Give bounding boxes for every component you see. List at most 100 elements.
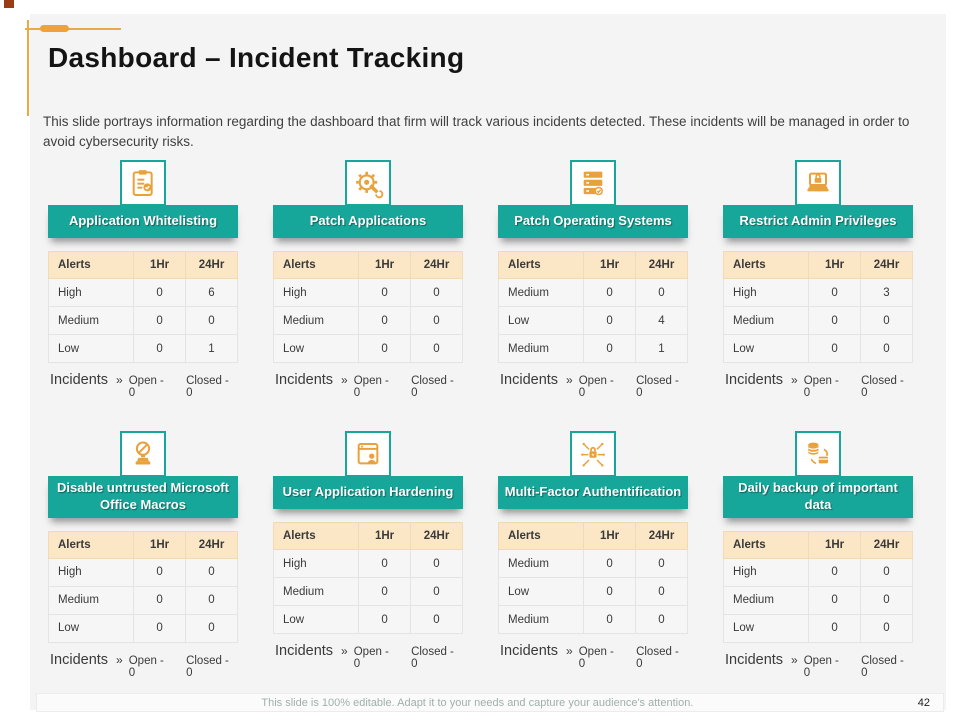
panel-icon-box xyxy=(795,431,841,477)
incident-panel-5: Disable untrusted Microsoft Office Macro… xyxy=(47,431,238,679)
clipboard-checklist-icon xyxy=(132,170,153,196)
incidents-open-count: Open - 0 xyxy=(803,654,839,679)
table-cell: Medium xyxy=(722,306,810,335)
column-header: 1Hr xyxy=(583,522,637,550)
incidents-open-count: Open - 0 xyxy=(578,375,614,399)
column-header: Alerts xyxy=(722,530,810,559)
panel-icon-box xyxy=(570,160,616,206)
slide-description: This slide portrays information regardin… xyxy=(43,114,910,150)
alerts-header-row: Alerts 1Hr 24Hr xyxy=(497,522,688,550)
incident-panel-6: User Application Hardening Alerts 1Hr 24Hr… xyxy=(272,431,463,670)
alerts-header-row: Alerts 1Hr 24Hr xyxy=(47,530,238,559)
table-row: Medium 0 0 xyxy=(497,278,688,307)
table-row: Low 0 4 xyxy=(497,306,688,335)
column-header: Alerts xyxy=(722,251,810,279)
table-cell: Low xyxy=(272,334,360,363)
panel-title-banner: Patch Applications xyxy=(273,205,463,238)
incidents-closed-count: Closed - 0 xyxy=(186,375,229,399)
incidents-label: Incidents xyxy=(50,651,109,668)
incidents-open-count: Open - 0 xyxy=(803,375,839,399)
table-cell: 0 xyxy=(808,334,862,363)
decor-vertical-line xyxy=(27,20,29,116)
table-cell: 0 xyxy=(635,278,688,307)
table-cell: 0 xyxy=(185,557,238,587)
table-cell: 0 xyxy=(133,613,187,643)
alerts-table: Alerts 1Hr 24Hr High 0 3 Medium 0 0 Low 0 0 xyxy=(722,251,913,363)
table-cell: Low xyxy=(272,605,360,634)
incidents-closed-count: Closed - 0 xyxy=(411,646,454,670)
table-row: Medium 0 0 xyxy=(497,605,688,634)
incidents-label: Incidents xyxy=(725,372,784,388)
incidents-label: Incidents xyxy=(275,643,334,659)
table-cell: 6 xyxy=(185,278,238,307)
panel-title-banner: User Application Hardening xyxy=(273,476,463,509)
incidents-summary: Incidents » Open - 0 Closed - 0 xyxy=(723,652,913,679)
incidents-closed-count: Closed - 0 xyxy=(861,375,904,399)
table-cell: Medium xyxy=(497,334,585,363)
panel-title-banner: Application Whitelisting xyxy=(48,205,238,238)
page-title: Dashboard – Incident Tracking xyxy=(48,42,465,73)
incidents-open-count: Open - 0 xyxy=(128,375,164,399)
table-cell: Medium xyxy=(47,306,135,335)
table-cell: 0 xyxy=(185,613,238,643)
table-cell: 0 xyxy=(133,334,187,363)
database-backup-icon xyxy=(808,442,829,465)
table-row: Low 0 0 xyxy=(272,605,463,634)
table-row: High 0 6 xyxy=(47,278,238,307)
table-cell: 0 xyxy=(133,278,187,307)
table-row: Medium 0 0 xyxy=(272,577,463,606)
column-header: 24Hr xyxy=(185,530,238,559)
column-header: 1Hr xyxy=(358,522,412,550)
incidents-open-count: Open - 0 xyxy=(353,375,389,399)
table-cell: 0 xyxy=(635,577,688,606)
column-header: Alerts xyxy=(272,251,360,279)
table-cell: Medium xyxy=(497,605,585,634)
table-cell: Medium xyxy=(47,585,135,615)
table-cell: Low xyxy=(722,334,810,363)
panels-grid: Application Whitelisting Alerts 1Hr 24Hr H… xyxy=(47,160,913,679)
incidents-closed-count: Closed - 0 xyxy=(186,654,229,679)
table-row: Medium 0 1 xyxy=(497,334,688,363)
incident-panel-7: ✦ Multi-Factor Authentification Alerts 1H… xyxy=(497,431,688,670)
table-cell: 0 xyxy=(860,557,913,587)
table-row: Medium 0 0 xyxy=(722,306,913,335)
panel-title-banner: Restrict Admin Privileges xyxy=(723,205,913,238)
column-header: 1Hr xyxy=(583,251,637,279)
incident-panel-8: Daily backup of important data Alerts 1Hr… xyxy=(722,431,913,679)
table-cell: High xyxy=(47,557,135,587)
table-cell: 0 xyxy=(185,585,238,615)
table-cell: High xyxy=(47,278,135,307)
double-chevron-icon: » xyxy=(566,644,573,658)
column-header: Alerts xyxy=(272,522,360,550)
column-header: 24Hr xyxy=(635,251,688,279)
alerts-header-row: Alerts 1Hr 24Hr xyxy=(497,251,688,279)
table-cell: Medium xyxy=(272,577,360,606)
column-header: Alerts xyxy=(497,251,585,279)
table-cell: 1 xyxy=(185,334,238,363)
alerts-header-row: Alerts 1Hr 24Hr xyxy=(272,522,463,550)
corner-accent-block xyxy=(4,0,14,8)
double-chevron-icon: » xyxy=(341,373,348,387)
column-header: 1Hr xyxy=(808,530,862,559)
table-cell: 0 xyxy=(808,557,862,587)
column-header: 24Hr xyxy=(410,522,463,550)
app-window-user-icon xyxy=(357,443,379,465)
table-cell: Medium xyxy=(272,306,360,335)
table-row: Low 0 1 xyxy=(47,334,238,363)
table-cell: 0 xyxy=(583,577,637,606)
panel-icon-box xyxy=(795,160,841,206)
prohibition-stamp-icon xyxy=(135,441,151,465)
table-cell: 0 xyxy=(410,278,463,307)
alerts-header-row: Alerts 1Hr 24Hr xyxy=(722,530,913,559)
column-header: 1Hr xyxy=(358,251,412,279)
incidents-summary: Incidents » Open - 0 Closed - 0 xyxy=(48,372,238,399)
incidents-summary: Incidents » Open - 0 Closed - 0 xyxy=(48,652,238,679)
table-cell: 0 xyxy=(635,549,688,578)
incidents-closed-count: Closed - 0 xyxy=(861,654,904,679)
footer-note: This slide is 100% editable. Adapt it to… xyxy=(261,696,694,709)
decor-horizontal-line xyxy=(25,28,121,30)
table-row: Low 0 0 xyxy=(497,577,688,606)
alerts-table: Alerts 1Hr 24Hr High 0 6 Medium 0 0 Low 0 1 xyxy=(47,251,238,363)
table-cell: High xyxy=(722,557,810,587)
